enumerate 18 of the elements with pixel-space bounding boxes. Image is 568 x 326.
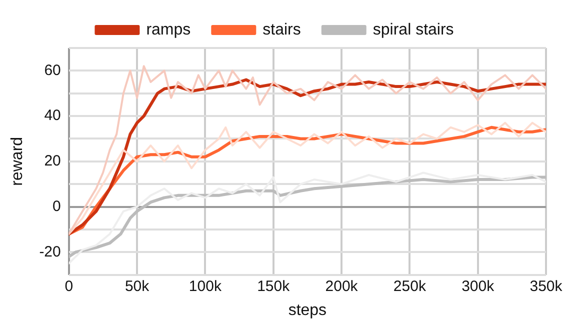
legend-label: ramps — [146, 21, 191, 38]
x-tick-label: 300k — [462, 278, 495, 295]
legend-label: spiral stairs — [372, 21, 454, 38]
x-tick-label: 0 — [64, 278, 74, 295]
x-tick-label: 350k — [530, 278, 563, 295]
x-axis-title: steps — [288, 302, 327, 319]
y-axis-title: reward — [9, 136, 26, 186]
x-tick-label: 200k — [325, 278, 358, 295]
x-tick-label: 100k — [188, 278, 222, 295]
legend-label: stairs — [262, 21, 301, 38]
x-tick-label: 150k — [257, 278, 290, 295]
y-tick-label: 60 — [44, 62, 61, 79]
y-tick-label: 20 — [44, 152, 61, 170]
y-tick-label: -20 — [39, 243, 61, 260]
x-tick-label: 50k — [124, 278, 150, 295]
y-tick-label: 0 — [52, 198, 61, 215]
x-tick-label: 250k — [393, 278, 426, 295]
y-tick-label: 40 — [44, 107, 61, 124]
